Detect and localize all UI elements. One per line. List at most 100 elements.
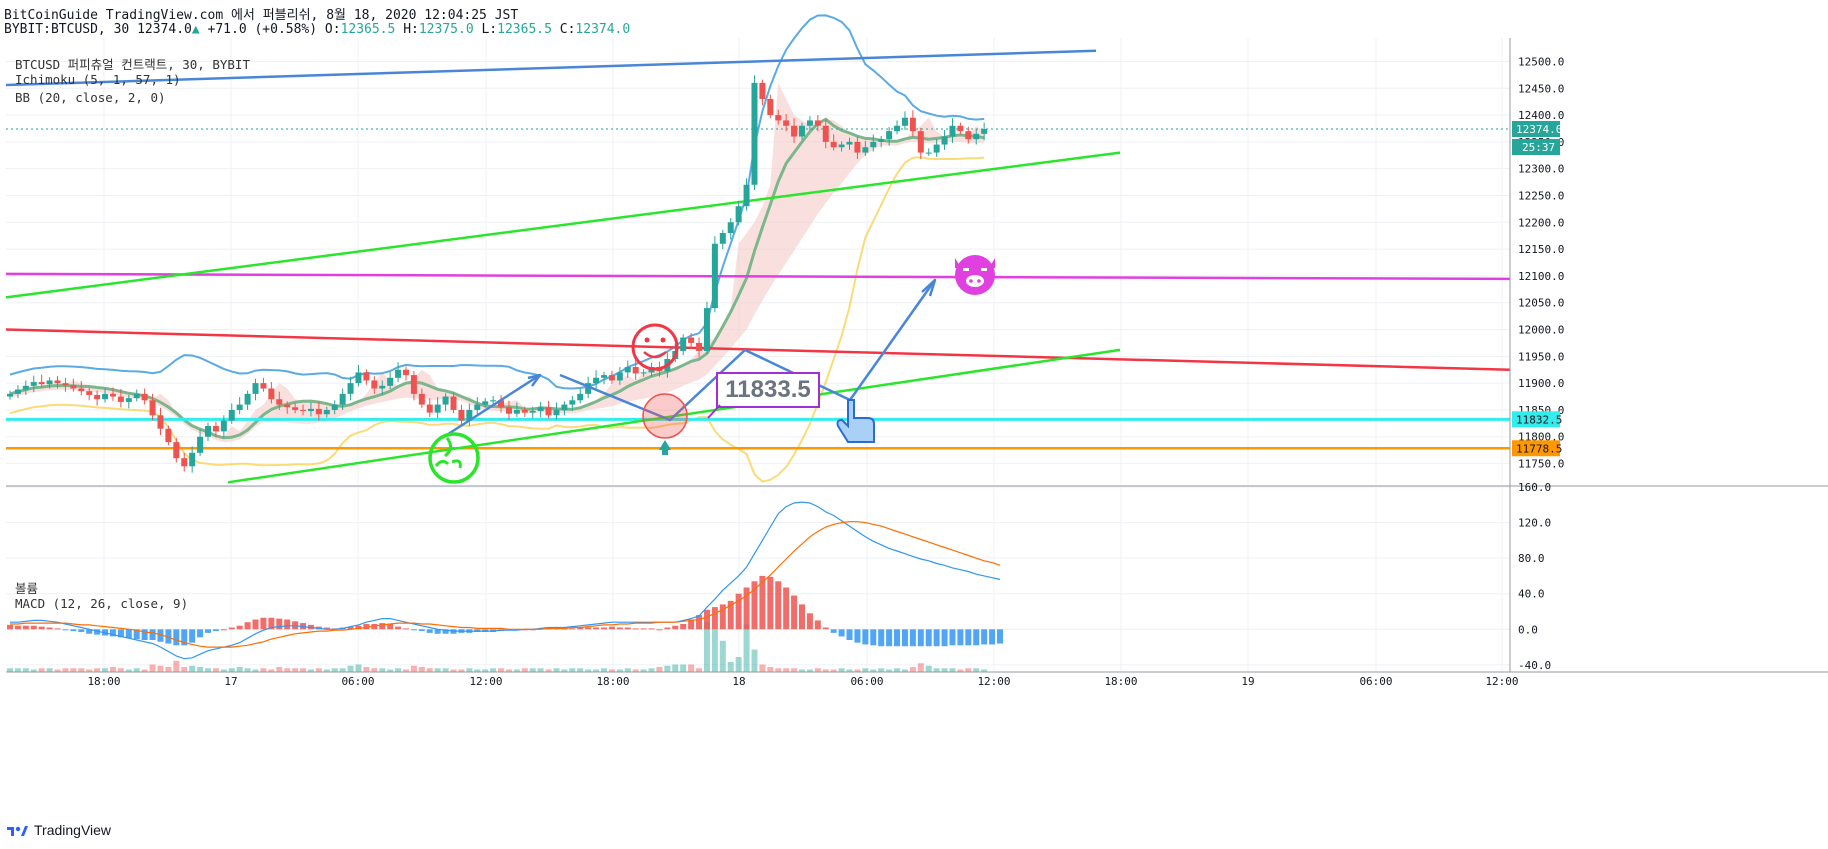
volume-bar <box>577 668 584 672</box>
candle-body <box>141 393 148 401</box>
footer-brand[interactable]: TradingView <box>6 822 111 838</box>
volume-bar <box>569 668 576 672</box>
candle-body <box>917 131 924 153</box>
volume-bar <box>165 667 172 672</box>
macd-histogram-bar <box>601 627 607 630</box>
candle-body <box>933 144 940 153</box>
volume-bar <box>284 668 291 672</box>
countdown-box <box>1512 139 1560 155</box>
volume-bar <box>822 669 829 672</box>
macd-histogram-bar <box>403 628 409 630</box>
volume-bar <box>648 668 655 672</box>
candle-body <box>743 184 750 207</box>
volume-bar <box>751 649 758 672</box>
volume-bar <box>363 667 370 672</box>
candle-body <box>862 147 869 153</box>
macd-histogram-bar <box>284 619 291 630</box>
volume-bar <box>925 665 932 672</box>
candle-body <box>537 407 544 412</box>
candle-body <box>513 409 520 414</box>
ichimoku-legend[interactable]: Ichimoku (5, 1, 57, 1) <box>15 72 181 87</box>
candle-body <box>688 337 695 343</box>
last-price-tag: 12374.0 <box>1516 123 1562 136</box>
price-axis-tick: 11900.0 <box>1518 377 1564 390</box>
macd-histogram-bar <box>236 625 243 630</box>
macd-histogram-bar <box>846 629 853 640</box>
volume-bar <box>870 669 877 672</box>
volume-bar <box>640 669 647 672</box>
macd-histogram-bar <box>228 627 235 630</box>
volume-bar <box>62 668 69 672</box>
candle-body <box>403 369 409 376</box>
chart-title-legend: BTCUSD 퍼피츄얼 컨트랙트, 30, BYBIT <box>15 57 250 72</box>
macd-histogram-bar <box>7 624 13 630</box>
volume-bar <box>593 669 600 672</box>
bb-legend[interactable]: BB (20, close, 2, 0) <box>15 90 166 105</box>
dizzy-face-icon <box>428 432 480 484</box>
macd-histogram-bar <box>363 623 370 630</box>
macd-histogram-bar <box>569 628 576 630</box>
macd-histogram-bar <box>751 581 758 630</box>
macd-histogram-bar <box>70 629 77 632</box>
candle-body <box>909 117 916 132</box>
time-axis-tick: 18:00 <box>596 675 629 688</box>
time-axis-tick: 18:00 <box>87 675 120 688</box>
volume-bar <box>585 669 592 672</box>
macd-legend[interactable]: MACD (12, 26, close, 9) <box>15 596 189 611</box>
macd-histogram-bar <box>624 627 631 630</box>
macd-histogram-bar <box>181 629 188 646</box>
candle-body <box>608 375 615 381</box>
time-axis-tick: 12:00 <box>1485 675 1518 688</box>
candle-body <box>814 120 821 126</box>
open-value: 12365.5 <box>340 22 396 37</box>
price-axis-tick: 12050.0 <box>1518 297 1564 310</box>
volume-bar <box>276 667 283 672</box>
candle-body <box>347 383 354 394</box>
macd-histogram-bar <box>901 629 908 647</box>
volume-bar <box>482 669 489 672</box>
volume-bar <box>125 669 132 672</box>
candle-body <box>355 372 362 384</box>
price-annotation-box <box>716 372 820 408</box>
volume-bar <box>894 668 901 672</box>
macd-histogram-bar <box>949 629 956 646</box>
macd-histogram-bar <box>585 627 592 630</box>
volume-bar <box>791 668 798 672</box>
macd-histogram-bar <box>696 615 703 630</box>
candle-body <box>957 125 964 132</box>
volume-bar <box>672 664 679 672</box>
pig-icon <box>955 255 995 295</box>
volume-bar <box>616 669 623 672</box>
candle-body <box>703 308 710 351</box>
candle-body <box>751 82 758 185</box>
candle-body <box>165 428 172 443</box>
macd-axis-tick: 80.0 <box>1518 552 1545 565</box>
volume-bar <box>260 668 267 672</box>
macd-histogram-bar <box>46 627 53 630</box>
candle-body <box>870 141 877 148</box>
macd-histogram-bar <box>125 629 132 639</box>
macd-histogram-bar <box>664 627 671 630</box>
volume-legend[interactable]: 볼륨 <box>15 581 39 596</box>
candle-body <box>925 152 932 154</box>
macd-histogram-bar <box>830 629 837 633</box>
volume-bar <box>767 667 774 672</box>
ohlc-header: BYBIT:BTCUSD, 30 12374.0▲ +71.0 (+0.58%)… <box>4 22 631 37</box>
price-axis-tick: 12250.0 <box>1518 189 1564 202</box>
volume-bar <box>197 667 204 672</box>
candle-body <box>244 393 251 405</box>
macd-histogram-bar <box>387 623 394 630</box>
candle-body <box>585 383 592 394</box>
volume-bar <box>553 668 560 672</box>
candle-body <box>268 388 275 400</box>
volume-bar <box>775 668 782 672</box>
macd-histogram-bar <box>86 629 93 634</box>
macd-histogram-bar <box>205 629 211 633</box>
volume-bar <box>862 668 869 672</box>
macd-histogram-bar <box>173 629 180 646</box>
macd-histogram-bar <box>886 629 893 647</box>
price-axis-tick: 12150.0 <box>1518 243 1564 256</box>
macd-histogram-bar <box>727 600 734 630</box>
candle-body <box>62 383 69 386</box>
